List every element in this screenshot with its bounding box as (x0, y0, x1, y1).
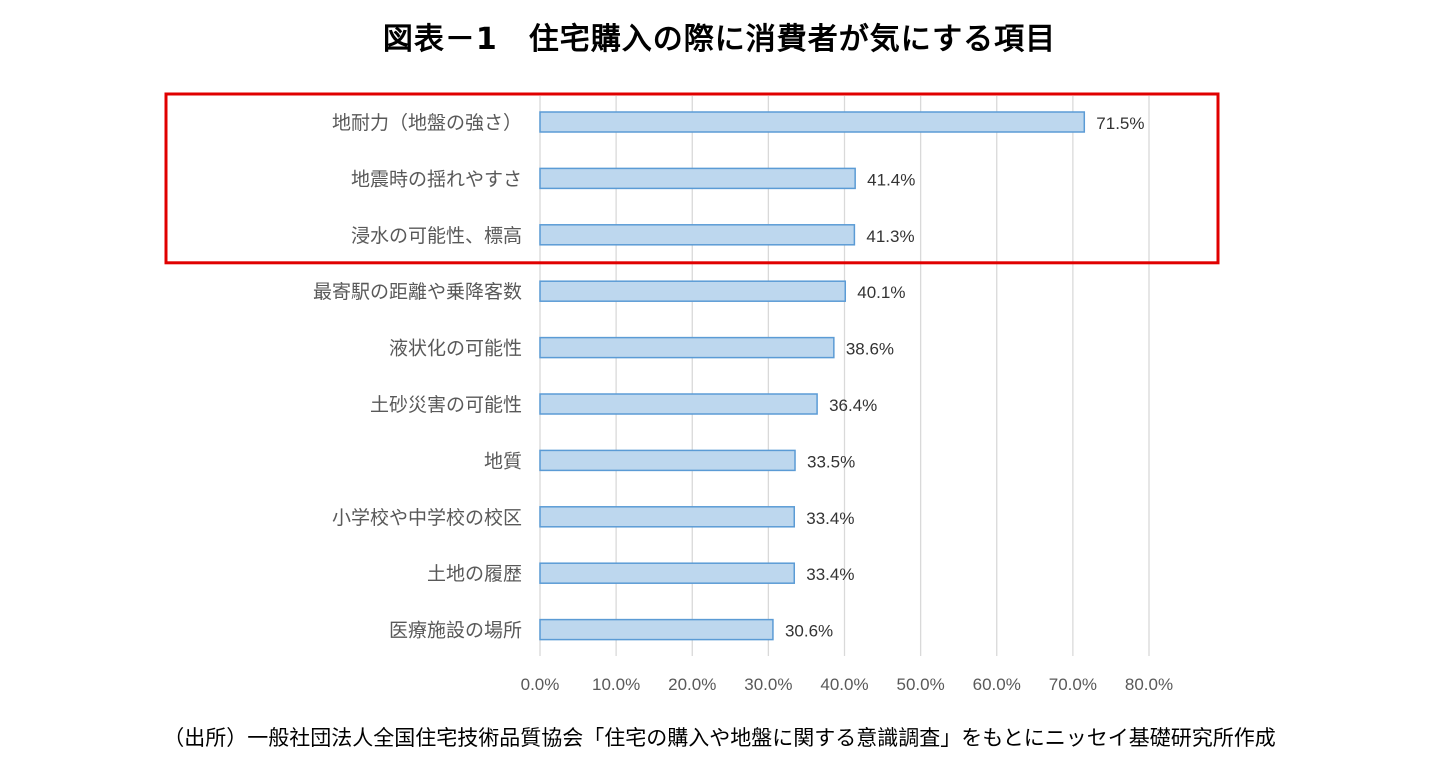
bar (539, 336, 835, 359)
category-label: 液状化の可能性 (389, 338, 522, 360)
bar (539, 506, 796, 528)
x-tick-label: 10.0% (592, 675, 640, 694)
x-tick-label: 0.0% (521, 675, 560, 694)
category-label: 土砂災害の可能性 (370, 394, 522, 416)
data-label: 30.6% (785, 622, 833, 641)
chart-title: 図表－1 住宅購入の際に消費者が気にする項目 (382, 22, 1057, 57)
data-label: 33.5% (807, 452, 855, 471)
bar (539, 224, 856, 246)
data-label: 38.6% (846, 340, 894, 359)
x-tick-label: 70.0% (1049, 675, 1097, 694)
data-label: 36.4% (829, 396, 877, 415)
x-tick-label: 60.0% (973, 675, 1021, 694)
category-label: 小学校や中学校の校区 (332, 507, 522, 529)
category-label: 医療施設の場所 (389, 620, 522, 642)
category-label: 地質 (484, 450, 522, 472)
bar (539, 167, 856, 190)
bar (539, 280, 847, 302)
data-label: 40.1% (857, 283, 905, 302)
highlight-box (164, 92, 1220, 265)
bar (539, 562, 796, 584)
category-label: 最寄駅の距離や乗降客数 (313, 281, 522, 303)
category-label: 土地の履歴 (427, 563, 522, 585)
data-label: 41.4% (867, 170, 915, 189)
category-label: 浸水の可能性、標高 (351, 225, 522, 247)
x-tick-label: 80.0% (1125, 675, 1173, 694)
source-note: （出所）一般社団法人全国住宅技術品質協会「住宅の購入や地盤に関する意識調査」をも… (163, 726, 1276, 750)
data-label: 33.4% (806, 509, 854, 528)
bar (539, 111, 1086, 133)
data-label: 33.4% (806, 565, 854, 584)
category-label: 地耐力（地盤の強さ） (332, 112, 522, 134)
category-label: 地震時の揺れやすさ (351, 168, 522, 190)
data-label: 71.5% (1096, 114, 1144, 133)
bar (539, 618, 774, 641)
x-tick-label: 30.0% (744, 675, 792, 694)
bar (539, 449, 796, 472)
x-tick-label: 20.0% (668, 675, 716, 694)
bar (539, 393, 818, 415)
data-label: 41.3% (866, 227, 914, 246)
x-tick-label: 40.0% (820, 675, 868, 694)
x-tick-label: 50.0% (897, 675, 945, 694)
